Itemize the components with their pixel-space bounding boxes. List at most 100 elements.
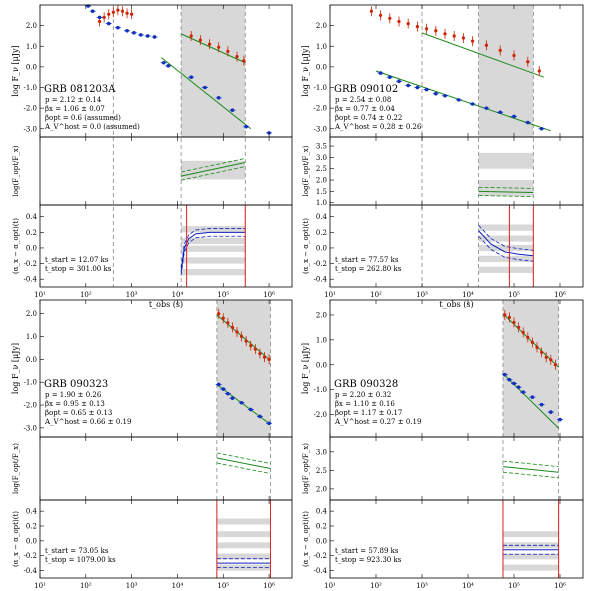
xray-point-4 [521, 390, 525, 394]
alpha-curve [180, 231, 246, 272]
alpha-y-tick-label: -0.2 [24, 552, 38, 560]
x-tick-label: 10⁶ [263, 291, 275, 299]
xray-point-11 [498, 110, 503, 115]
flux-y-tick-label: 0.0 [316, 361, 327, 369]
xray-point-9 [470, 102, 475, 106]
alpha-y-tick-label: 0.2 [316, 523, 327, 531]
xray-point-5 [424, 87, 429, 92]
alpha-axes-frame [329, 204, 584, 288]
grb-parameter: p = 1.90 ± 0.26 [45, 391, 102, 399]
xray-point-7 [443, 93, 447, 98]
xray-point-4 [116, 25, 120, 30]
optical-point-9 [452, 34, 456, 38]
optical-fit-line [421, 32, 545, 78]
optical-point-8 [253, 347, 257, 351]
ratio-axes-frame [39, 436, 293, 501]
flux-y-tick-label: -2.0 [314, 105, 328, 113]
alpha-shade-0 [216, 518, 271, 525]
alpha-shade-2 [478, 244, 534, 252]
xray-point-0 [503, 372, 507, 377]
optical-point-6 [244, 339, 248, 343]
alpha-y-tick-label: 0.0 [316, 537, 327, 545]
ratio-band-0 [181, 158, 246, 173]
ratio-y-tick-label: 1.5 [316, 188, 327, 196]
xray-point-4 [415, 85, 420, 90]
xray-point-0 [378, 71, 383, 75]
alpha-y-tick-label: 0.4 [26, 508, 38, 516]
xray-point-11 [166, 64, 171, 68]
optical-fit-line [216, 314, 271, 361]
ratio-y-axis-label: log(F_opt/F_x) [12, 443, 20, 494]
alpha-band-1 [478, 235, 534, 262]
flux-y-tick-label: 2.0 [26, 22, 37, 30]
alpha-shade-1 [181, 237, 246, 245]
optical-point-0 [97, 19, 102, 24]
ratio-y-tick-label: 3.0 [316, 448, 327, 456]
flux-y-axis-label: log F_ν [μJy] [301, 45, 310, 96]
optical-point-11 [217, 45, 221, 49]
alpha-y-tick-label: 0.4 [26, 213, 38, 221]
t-stop-label: t_stop = 262.80 ks [335, 265, 402, 273]
grb-parameter: βx = 1.06 ± 0.07 [45, 105, 105, 113]
optical-point-6 [530, 340, 535, 344]
optical-point-7 [130, 12, 134, 16]
xray-point-13 [203, 85, 207, 90]
flux-y-tick-label: -3.0 [24, 125, 38, 133]
grb-parameter: A_V^host = 0.0 (assumed) [44, 123, 140, 131]
xray-point-8 [145, 34, 150, 38]
grb-parameter: βopt = 0.65 ± 0.13 [45, 409, 112, 417]
grb-parameter: βopt = 0.74 ± 0.22 [335, 114, 402, 122]
xray-point-2 [97, 15, 102, 20]
ratio-y-tick-label: 3.0 [316, 154, 327, 162]
optical-point-14 [242, 59, 246, 63]
alpha-axes-frame [39, 499, 293, 579]
flux-y-tick-label: -1.0 [314, 386, 328, 394]
optical-point-7 [434, 29, 438, 33]
ratio-band-0 [502, 460, 559, 468]
ratio-y-tick-label: 2.5 [316, 467, 327, 475]
x-axis-label: t_obs (s) [149, 300, 183, 309]
flux-y-tick-label: -2.0 [314, 411, 328, 419]
alpha-axes-frame [39, 204, 293, 288]
optical-point-6 [125, 11, 129, 15]
xray-point-12 [512, 114, 516, 119]
alpha-y-tick-label: -0.4 [24, 276, 38, 284]
grb-parameter: βx = 0.95 ± 0.13 [45, 400, 105, 408]
flux-y-axis-label: log F_ν [μJy] [11, 45, 20, 96]
xray-point-10 [161, 60, 166, 65]
x-axis-label: t_obs (s) [439, 300, 473, 309]
alpha-shade-4 [181, 269, 246, 276]
optical-point-2 [226, 321, 230, 325]
ratio-y-tick-label: 2.5 [316, 165, 327, 173]
alpha-y-axis-label: (α_x − α_opt)(t) [12, 511, 20, 567]
flux-y-tick-label: -2.0 [24, 105, 38, 113]
optical-point-1 [507, 315, 511, 320]
optical-point-16 [537, 69, 541, 73]
alpha-shade-2 [216, 542, 271, 549]
xray-point-4 [239, 400, 244, 405]
xray-point-0 [216, 382, 221, 387]
ratio-y-axis-label: log(F_opt/F_x) [302, 443, 310, 494]
alpha-shade-0 [181, 226, 246, 233]
grb-parameter: p = 2.54 ± 0.08 [335, 96, 391, 104]
optical-point-15 [526, 60, 530, 64]
optical-point-8 [189, 34, 193, 38]
x-tick-label: 10⁶ [554, 291, 566, 299]
grb-parameter: p = 2.20 ± 0.32 [335, 391, 391, 399]
alpha-shade-3 [216, 553, 271, 560]
alpha-y-tick-label: 0.2 [26, 523, 37, 531]
optical-point-3 [230, 325, 235, 329]
ratio-band-0 [478, 186, 534, 189]
x-tick-label: 10⁴ [462, 291, 474, 299]
xray-point-3 [406, 83, 411, 88]
xray-point-10 [484, 106, 489, 110]
xray-point-1 [388, 75, 392, 79]
optical-point-3 [111, 10, 115, 14]
ratio-axes-frame [39, 136, 293, 206]
alpha-y-tick-label: 0.4 [316, 508, 328, 516]
alpha-shade-1 [478, 235, 534, 242]
x-tick-label: 10³ [126, 291, 138, 299]
alpha-y-axis-label: (α_x − α_opt)(t) [12, 218, 20, 274]
x-tick-label: 10⁶ [554, 582, 566, 590]
